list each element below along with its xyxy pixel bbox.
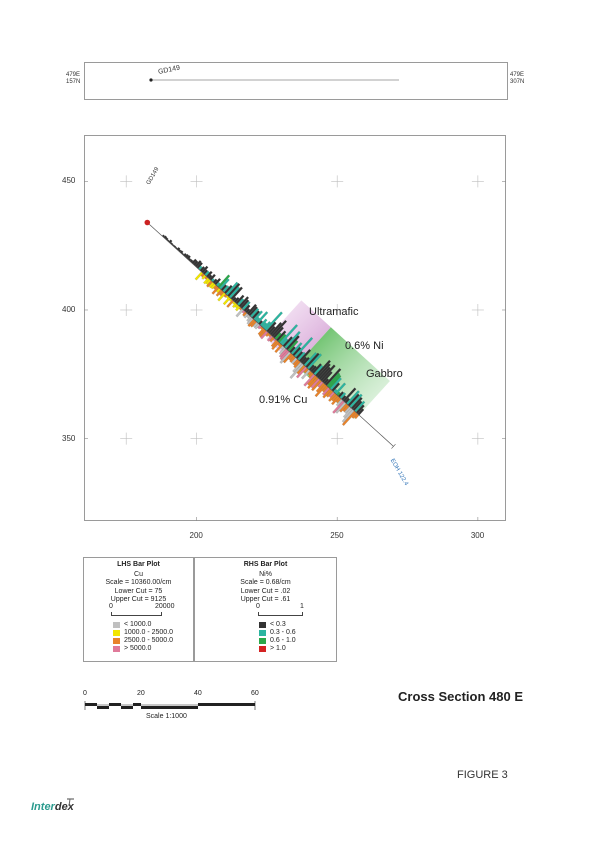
legend-rhs-axis-max: 1 [300,603,304,611]
x-tick-label: 200 [189,531,203,540]
plan-view: GD149 [84,62,508,100]
legend-rhs-element: Ni% [259,571,272,579]
legend-rhs-item: > 1.0 [195,645,336,653]
legend-rhs-swatch [259,630,266,636]
legend-rhs-axis: 0 1 [195,603,336,620]
gabbro-zone [295,327,390,420]
legend-rhs-item-label: > 1.0 [270,645,286,652]
legend-rhs-item-label: < 0.3 [270,621,286,628]
scale-label: 60 [251,690,259,697]
ultramafic-label: Ultramafic [309,306,359,318]
scale-bar: 0 20 40 60 Scale 1:1000 [83,690,264,730]
legend-lhs-item: < 1000.0 [84,621,193,629]
legend-rhs: RHS Bar Plot Ni% Scale = 0.68/cm Lower C… [194,557,337,662]
interdex-logo: Interdex [31,798,74,813]
legend-lhs-lower-cut: Lower Cut = 75 [114,587,163,595]
plan-view-svg [149,78,399,82]
legend-lhs-swatch [113,646,120,652]
legend-lhs-swatch [113,630,120,636]
legend-lhs: LHS Bar Plot Cu Scale = 10360.00/cm Lowe… [83,557,194,662]
y-tick-label: 350 [62,433,76,443]
x-tick-label: 250 [330,531,344,540]
legend-lhs-upper-cut: Upper Cut = 9125 [110,595,167,603]
legend-rhs-swatch [259,646,266,652]
cu-grade-label: 0.91% Cu [259,394,308,406]
legend-lhs-item-label: 1000.0 - 2500.0 [124,629,174,636]
plan-right-north: 307N [510,79,525,85]
collar-marker [144,219,151,226]
scale-label: 20 [137,690,145,697]
scale-segment [198,703,255,706]
hole-trace-group [144,219,396,449]
scale-segment [141,706,198,709]
legend-lhs-swatch [113,638,120,644]
plan-right-east: 479E [510,72,525,78]
legend-rhs-item: < 0.3 [195,621,336,629]
eoh-tick [391,443,396,449]
ni-grade-label: 0.6% Ni [345,340,384,352]
hole-trace [147,222,394,447]
legend-rhs-scale: Scale = 0.68/cm [240,579,291,587]
y-tick-label: 400 [62,304,76,314]
legend-lhs-axis-min: 0 [109,603,113,611]
plan-left-east: 479E [66,72,81,78]
legend-rhs-swatch [259,622,266,628]
legend-rhs-upper-cut: Upper Cut = .61 [240,595,291,603]
y-tick-label: 450 [62,176,76,186]
scale-segment [133,703,141,706]
grid-crosses [84,175,506,521]
legend-rhs-axis-min: 0 [256,603,260,611]
scale-segment [85,703,97,706]
legend-rhs-title: RHS Bar Plot [243,561,288,568]
legend-lhs-swatch [113,622,120,628]
legend-lhs-title: LHS Bar Plot [117,561,160,568]
legend-rhs-lower-cut: Lower Cut = .02 [240,587,291,595]
legend-lhs-item-label: < 1000.0 [124,621,152,628]
x-tick-label: 300 [470,531,485,540]
legend-lhs-axis-max: 20000 [155,603,175,611]
plan-left-north: 157N [66,79,81,85]
logo-hammer-icon [67,798,74,807]
scale-segment [109,703,121,706]
legend-lhs-item: > 5000.0 [84,645,193,653]
legend-rhs-item: 0.3 - 0.6 [195,629,336,637]
logo-part-1: Inter [31,801,55,813]
legend-rhs-axis-line [258,612,303,617]
legend-lhs-item: 2500.0 - 5000.0 [84,637,193,645]
scale-label: 0 [83,690,87,697]
legend-lhs-item-label: > 5000.0 [124,645,152,652]
figure-label: FIGURE 3 [457,769,508,781]
gabbro-label: Gabbro [366,368,403,380]
legend-rhs-swatch [259,638,266,644]
legend-rhs-item-label: 0.3 - 0.6 [270,629,296,636]
scale-caption: Scale 1:1000 [146,713,187,720]
legend-lhs-item-label: 2500.0 - 5000.0 [124,637,174,644]
legend-lhs-axis: 0 20000 [84,603,193,620]
scale-segment [121,706,133,709]
scale-bar-graphic [84,701,256,710]
section-frame [84,135,506,521]
section-title: Cross Section 480 E [398,689,523,704]
legend-rhs-item: 0.6 - 1.0 [195,637,336,645]
legend-lhs-element: Cu [134,571,143,579]
legend-rhs-item-label: 0.6 - 1.0 [270,637,296,644]
legend-lhs-axis-line [111,612,162,617]
section-svg [84,175,506,521]
scale-label: 40 [194,690,202,697]
legend-lhs-scale: Scale = 10360.00/cm [105,579,172,587]
plan-collar-marker [149,78,153,82]
legend-lhs-item: 1000.0 - 2500.0 [84,629,193,637]
scale-segment [97,706,109,709]
